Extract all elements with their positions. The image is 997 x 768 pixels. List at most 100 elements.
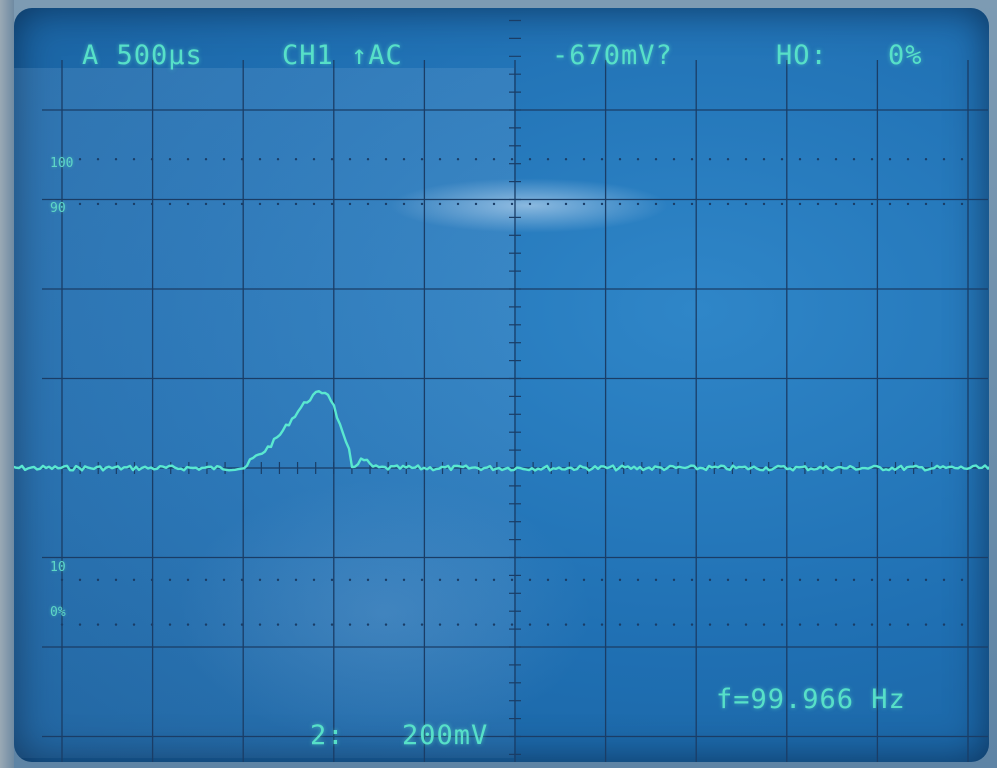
rise-time-dot bbox=[78, 202, 82, 206]
marker-100: 100 bbox=[50, 156, 74, 171]
rise-time-dot bbox=[780, 158, 784, 161]
rise-time-dot bbox=[960, 623, 964, 626]
rise-time-dot bbox=[258, 623, 262, 626]
rise-time-dot bbox=[690, 578, 694, 582]
rise-time-dot bbox=[888, 623, 892, 626]
rise-time-dot bbox=[78, 578, 82, 582]
rise-time-dot bbox=[186, 578, 190, 582]
channel-scale-label: 2: bbox=[310, 720, 345, 751]
rise-time-dot bbox=[960, 578, 964, 582]
rise-time-dot bbox=[150, 578, 154, 582]
screen-reflection-lower bbox=[174, 478, 594, 748]
rise-time-dot bbox=[816, 623, 820, 626]
rise-time-dot bbox=[636, 578, 640, 582]
rise-time-dot bbox=[834, 202, 838, 206]
rise-time-dot bbox=[186, 202, 190, 206]
rise-time-dot bbox=[438, 202, 442, 206]
channel-coupling-readout: CH1 ↑AC bbox=[282, 40, 403, 71]
rise-time-dot bbox=[60, 158, 64, 161]
rise-time-dot bbox=[744, 578, 748, 582]
rise-time-dot bbox=[906, 578, 910, 582]
rise-time-dot bbox=[528, 578, 532, 582]
rise-time-dot bbox=[330, 578, 334, 582]
rise-time-dot bbox=[510, 623, 514, 626]
graticule bbox=[14, 19, 989, 762]
rise-time-dot bbox=[114, 202, 118, 206]
rise-time-dot bbox=[798, 623, 802, 626]
rise-time-dot bbox=[132, 202, 136, 206]
rise-time-dot bbox=[348, 158, 352, 161]
rise-time-dot bbox=[222, 578, 226, 582]
rise-time-dot bbox=[438, 158, 442, 161]
rise-time-dot bbox=[222, 623, 226, 626]
rise-time-dot bbox=[240, 202, 244, 206]
rise-time-dot bbox=[204, 578, 208, 582]
rise-time-dot bbox=[942, 578, 946, 582]
rise-time-dot bbox=[474, 623, 478, 626]
rise-time-dot bbox=[78, 158, 82, 161]
rise-time-dot bbox=[546, 578, 550, 582]
channel-scale-value: 200mV bbox=[402, 720, 489, 751]
rise-time-dot bbox=[690, 158, 694, 161]
rise-time-dot bbox=[96, 158, 100, 161]
rise-time-dot bbox=[798, 202, 802, 206]
rise-time-dot bbox=[600, 623, 604, 626]
rise-time-dot bbox=[618, 623, 622, 626]
rise-time-dot bbox=[654, 202, 658, 206]
rise-time-dot bbox=[798, 578, 802, 582]
screen-glare bbox=[389, 178, 669, 233]
rise-time-dot bbox=[186, 623, 190, 626]
rise-time-dot bbox=[150, 623, 154, 626]
rise-time-dot bbox=[690, 202, 694, 206]
rise-time-dot bbox=[294, 578, 298, 582]
rise-time-dot bbox=[564, 158, 568, 161]
rise-time-dot bbox=[114, 158, 118, 161]
rise-time-dot bbox=[420, 578, 424, 582]
rise-time-dot bbox=[330, 202, 334, 206]
rise-time-dot bbox=[60, 578, 64, 582]
rise-time-dot bbox=[582, 158, 586, 161]
rise-time-dot bbox=[294, 202, 298, 206]
rise-time-dot bbox=[366, 202, 370, 206]
rise-time-dot bbox=[312, 202, 316, 206]
rise-time-dot bbox=[96, 202, 100, 206]
rise-time-dot bbox=[78, 623, 82, 626]
rise-time-dot bbox=[942, 623, 946, 626]
rise-time-dot bbox=[456, 578, 460, 582]
rise-time-dot bbox=[780, 623, 784, 626]
rise-time-dot bbox=[402, 623, 406, 626]
frequency-readout: f=99.966 Hz bbox=[716, 684, 906, 715]
rise-time-dot bbox=[114, 578, 118, 582]
marker-90: 90 bbox=[50, 201, 66, 216]
rise-time-dot bbox=[132, 623, 136, 626]
rise-time-dot bbox=[942, 158, 946, 161]
rise-time-dot bbox=[492, 158, 496, 161]
rise-time-dot bbox=[654, 623, 658, 626]
scope-screen: A 500µs CH1 ↑AC -670mV? HO: 0% 100 90 10… bbox=[14, 8, 989, 762]
rise-time-dot bbox=[528, 202, 532, 206]
rise-time-dot bbox=[114, 623, 118, 626]
rise-time-dot bbox=[384, 623, 388, 626]
rise-time-dot bbox=[276, 578, 280, 582]
rise-time-dot bbox=[330, 623, 334, 626]
rise-time-dot bbox=[924, 623, 928, 626]
rise-time-dot bbox=[744, 202, 748, 206]
rise-time-dot bbox=[636, 623, 640, 626]
rise-time-dot bbox=[474, 202, 478, 206]
rise-time-dot bbox=[924, 202, 928, 206]
rise-time-dot bbox=[276, 158, 280, 161]
rise-time-dot bbox=[420, 623, 424, 626]
waveform-trace bbox=[14, 390, 989, 472]
rise-time-dot bbox=[132, 158, 136, 161]
rise-time-dot bbox=[366, 623, 370, 626]
rise-time-dot bbox=[96, 578, 100, 582]
rise-time-dot bbox=[618, 578, 622, 582]
rise-time-dot bbox=[672, 623, 676, 626]
rise-time-dot bbox=[132, 578, 136, 582]
rise-time-dot bbox=[528, 623, 532, 626]
rise-time-dot bbox=[312, 623, 316, 626]
rise-time-dot bbox=[888, 158, 892, 161]
rise-time-dot bbox=[924, 578, 928, 582]
rise-time-dot bbox=[348, 578, 352, 582]
holdoff-value: 0% bbox=[888, 40, 923, 71]
